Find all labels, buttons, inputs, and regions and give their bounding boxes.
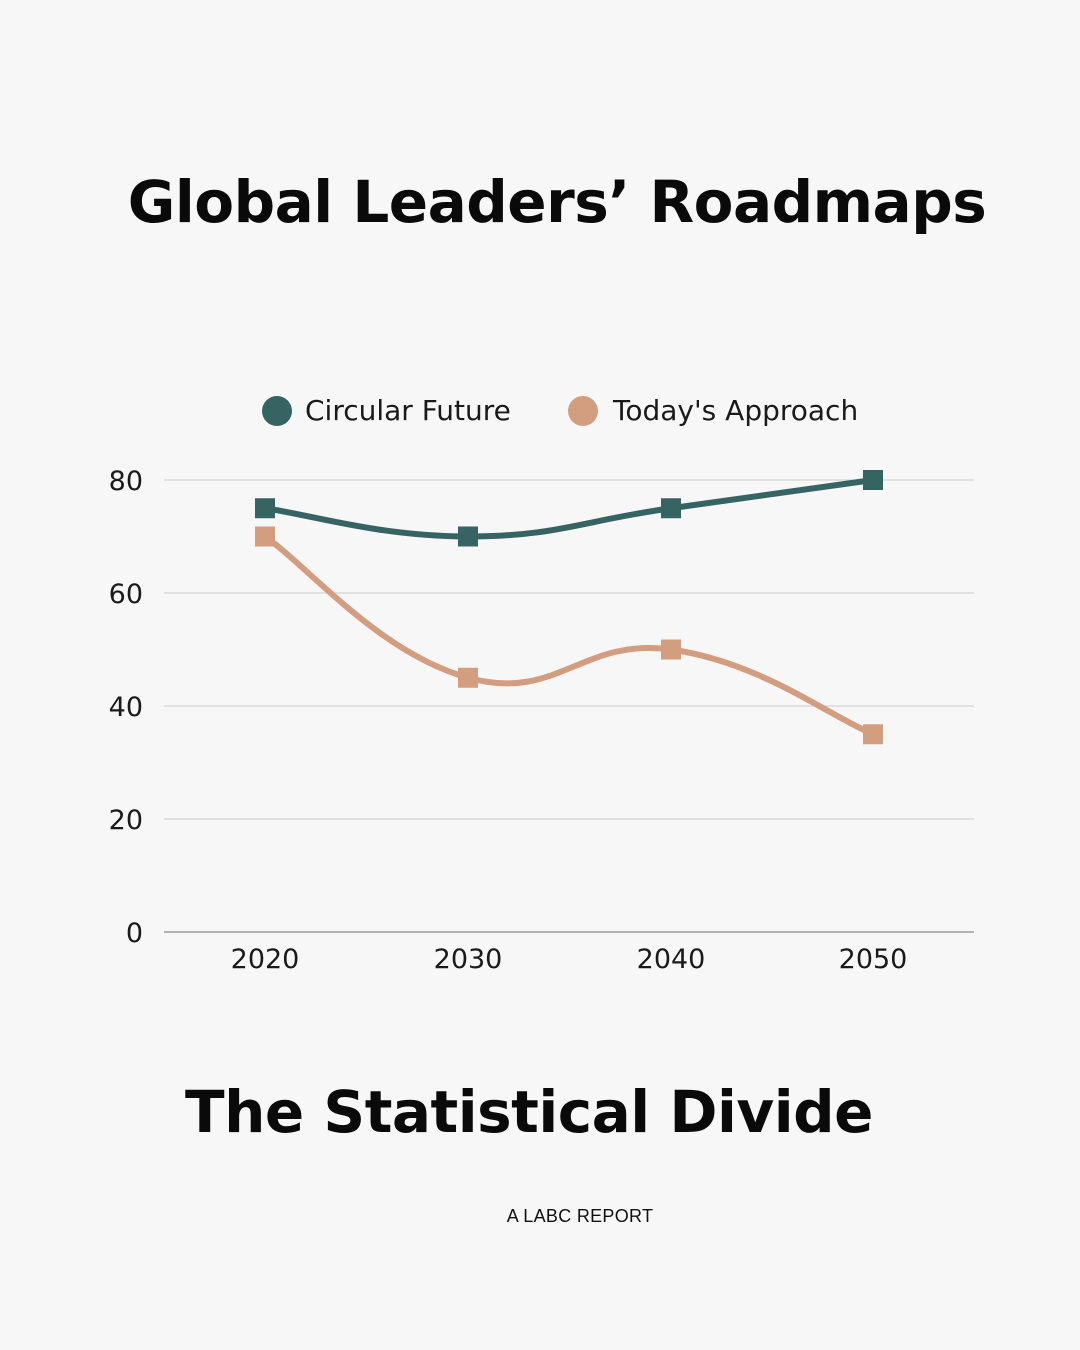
chart-legend: Circular Future Today's Approach <box>262 394 858 427</box>
legend-label: Circular Future <box>305 394 511 427</box>
x-axis-ticks: 2020 2030 2040 2050 <box>231 944 908 975</box>
data-point-marker <box>661 498 681 519</box>
legend-swatch <box>262 396 292 426</box>
y-tick-label: 40 <box>109 692 143 723</box>
series-line <box>262 477 876 540</box>
y-tick-label: 80 <box>109 466 143 497</box>
x-tick-label: 2050 <box>839 944 908 975</box>
data-point-marker <box>863 470 883 490</box>
x-tick-label: 2040 <box>637 944 706 975</box>
data-point-marker <box>255 498 275 519</box>
legend-item: Circular Future <box>262 394 511 427</box>
legend-item: Today's Approach <box>568 394 858 427</box>
x-tick-label: 2030 <box>434 944 503 975</box>
x-tick-label: 2020 <box>231 944 300 975</box>
y-tick-label: 20 <box>109 805 143 836</box>
legend-swatch <box>568 396 598 426</box>
legend-label: Today's Approach <box>612 394 858 427</box>
y-tick-label: 0 <box>126 918 143 949</box>
y-tick-label: 60 <box>109 579 143 610</box>
y-axis-ticks: 0 20 40 60 80 <box>109 466 143 949</box>
series-today-s-approach <box>255 526 883 745</box>
data-point-marker <box>458 667 478 688</box>
series-line <box>262 533 876 738</box>
data-point-marker <box>863 724 883 745</box>
report-label: A LABC REPORT <box>506 1206 654 1226</box>
chart-gridlines <box>164 479 974 933</box>
chart-subtitle: The Statistical Divide <box>185 1078 873 1146</box>
data-point-marker <box>255 526 275 547</box>
series-circular-future <box>255 470 883 547</box>
data-point-marker <box>661 639 681 660</box>
data-point-marker <box>458 526 478 547</box>
chart-series <box>255 470 883 745</box>
page-title: Global Leaders’ Roadmaps <box>127 168 987 236</box>
